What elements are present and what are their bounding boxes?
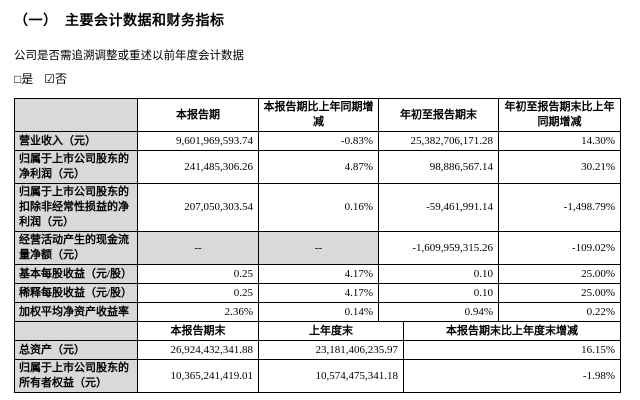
key-financials-table: 本报告期 本报告期比上年同期增减 年初至报告期末 年初至报告期末比上年同期增减 … (14, 98, 621, 322)
cell-value: 10,365,241,419.01 (137, 359, 259, 393)
row-label: 稀释每股收益（元/股） (14, 283, 138, 303)
cell-value: 10,574,475,341.18 (258, 359, 404, 393)
row-label: 加权平均净资产收益率 (14, 302, 138, 322)
cell-value: 0.94% (378, 302, 499, 322)
cell-value: 0.16% (258, 183, 379, 232)
cell-value: 241,485,306.26 (137, 150, 259, 184)
cell-value: -109.02% (498, 231, 621, 265)
cell-value: -- (137, 231, 259, 265)
table-row: 营业收入（元） 9,601,969,593.74 -0.83% 25,382,706,… (14, 131, 621, 151)
row-label: 归属于上市公司股东的扣除非经常性损益的净利润（元） (14, 183, 138, 232)
cell-value: -0.83% (258, 131, 379, 151)
checkbox-yes[interactable]: □是 (14, 72, 34, 86)
table-row: 归属于上市公司股东的所有者权益（元） 10,365,241,419.01 10,57… (14, 359, 621, 393)
table-header-row: 本报告期 本报告期比上年同期增减 年初至报告期末 年初至报告期末比上年同期增减 (14, 98, 621, 132)
column-header-ytd: 年初至报告期末 (378, 98, 499, 132)
table-row: 总资产（元） 26,924,432,341.88 23,181,406,235.97… (14, 340, 621, 360)
cell-value: 14.30% (498, 131, 621, 151)
column-header-period-change: 本报告期比上年同期增减 (258, 98, 379, 132)
cell-value: 25,382,706,171.28 (378, 131, 499, 151)
cell-value: 0.10 (378, 264, 499, 284)
restate-question: 公司是否需追溯调整或重述以前年度会计数据 (14, 50, 244, 62)
cell-value: 207,050,303.54 (137, 183, 259, 232)
row-label: 归属于上市公司股东的净利润（元） (14, 150, 138, 184)
cell-value: 0.14% (258, 302, 379, 322)
table-row: 归属于上市公司股东的扣除非经常性损益的净利润（元） 207,050,303.54 0… (14, 183, 621, 232)
cell-value: 98,886,567.14 (378, 150, 499, 184)
cell-value: 25.00% (498, 264, 621, 284)
row-label: 归属于上市公司股东的所有者权益（元） (14, 359, 138, 393)
cell-value: 4.87% (258, 150, 379, 184)
cell-value: 9,601,969,593.74 (137, 131, 259, 151)
period-end-table: 本报告期末 上年度末 本报告期末比上年度末增减 总资产（元） 26,924,432… (14, 321, 621, 393)
cell-value: 2.36% (137, 302, 259, 322)
cell-value: 0.25 (137, 264, 259, 284)
row-label: 基本每股收益（元/股） (14, 264, 138, 284)
cell-value: 23,181,406,235.97 (258, 340, 404, 360)
table-row: 经营活动产生的现金流量净额（元） -- -- -1,609,959,315.26 -10… (14, 231, 621, 265)
column-header-period-end: 本报告期末 (137, 321, 259, 341)
row-label: 经营活动产生的现金流量净额（元） (14, 231, 138, 265)
cell-value: -59,461,991.14 (378, 183, 499, 232)
cell-value: 4.17% (258, 283, 379, 303)
cell-value: 16.15% (403, 340, 621, 360)
cell-value: -- (258, 231, 379, 265)
cell-value: 0.25 (137, 283, 259, 303)
table-row: 加权平均净资产收益率 2.36% 0.14% 0.94% 0.22% (14, 302, 621, 322)
column-header-current-period: 本报告期 (137, 98, 259, 132)
cell-value: 30.21% (498, 150, 621, 184)
cell-value: 0.10 (378, 283, 499, 303)
row-label: 总资产（元） (14, 340, 138, 360)
table-header-row: 本报告期末 上年度末 本报告期末比上年度末增减 (14, 321, 621, 341)
cell-value: 26,924,432,341.88 (137, 340, 259, 360)
restate-options: □是 ☑否 (14, 70, 626, 87)
row-label: 营业收入（元） (14, 131, 138, 151)
cell-value: 4.17% (258, 264, 379, 284)
column-header-period-end-change: 本报告期末比上年度末增减 (403, 321, 621, 341)
section-title: （一） 主要会计数据和财务指标 (14, 14, 225, 29)
table-row: 基本每股收益（元/股） 0.25 4.17% 0.10 25.00% (14, 264, 621, 284)
cell-value: -1.98% (403, 359, 621, 393)
cell-value: -1,609,959,315.26 (378, 231, 499, 265)
cell-value: 25.00% (498, 283, 621, 303)
table-row: 稀释每股收益（元/股） 0.25 4.17% 0.10 25.00% (14, 283, 621, 303)
checkbox-no[interactable]: ☑否 (44, 72, 68, 86)
cell-value: 0.22% (498, 302, 621, 322)
column-header-prior-year-end: 上年度末 (258, 321, 404, 341)
cell-value: -1,498.79% (498, 183, 621, 232)
column-header-ytd-change: 年初至报告期末比上年同期增减 (498, 98, 621, 132)
column-header-blank (14, 98, 138, 132)
table-row: 归属于上市公司股东的净利润（元） 241,485,306.26 4.87% 98,88… (14, 150, 621, 184)
column-header-blank (14, 321, 138, 341)
